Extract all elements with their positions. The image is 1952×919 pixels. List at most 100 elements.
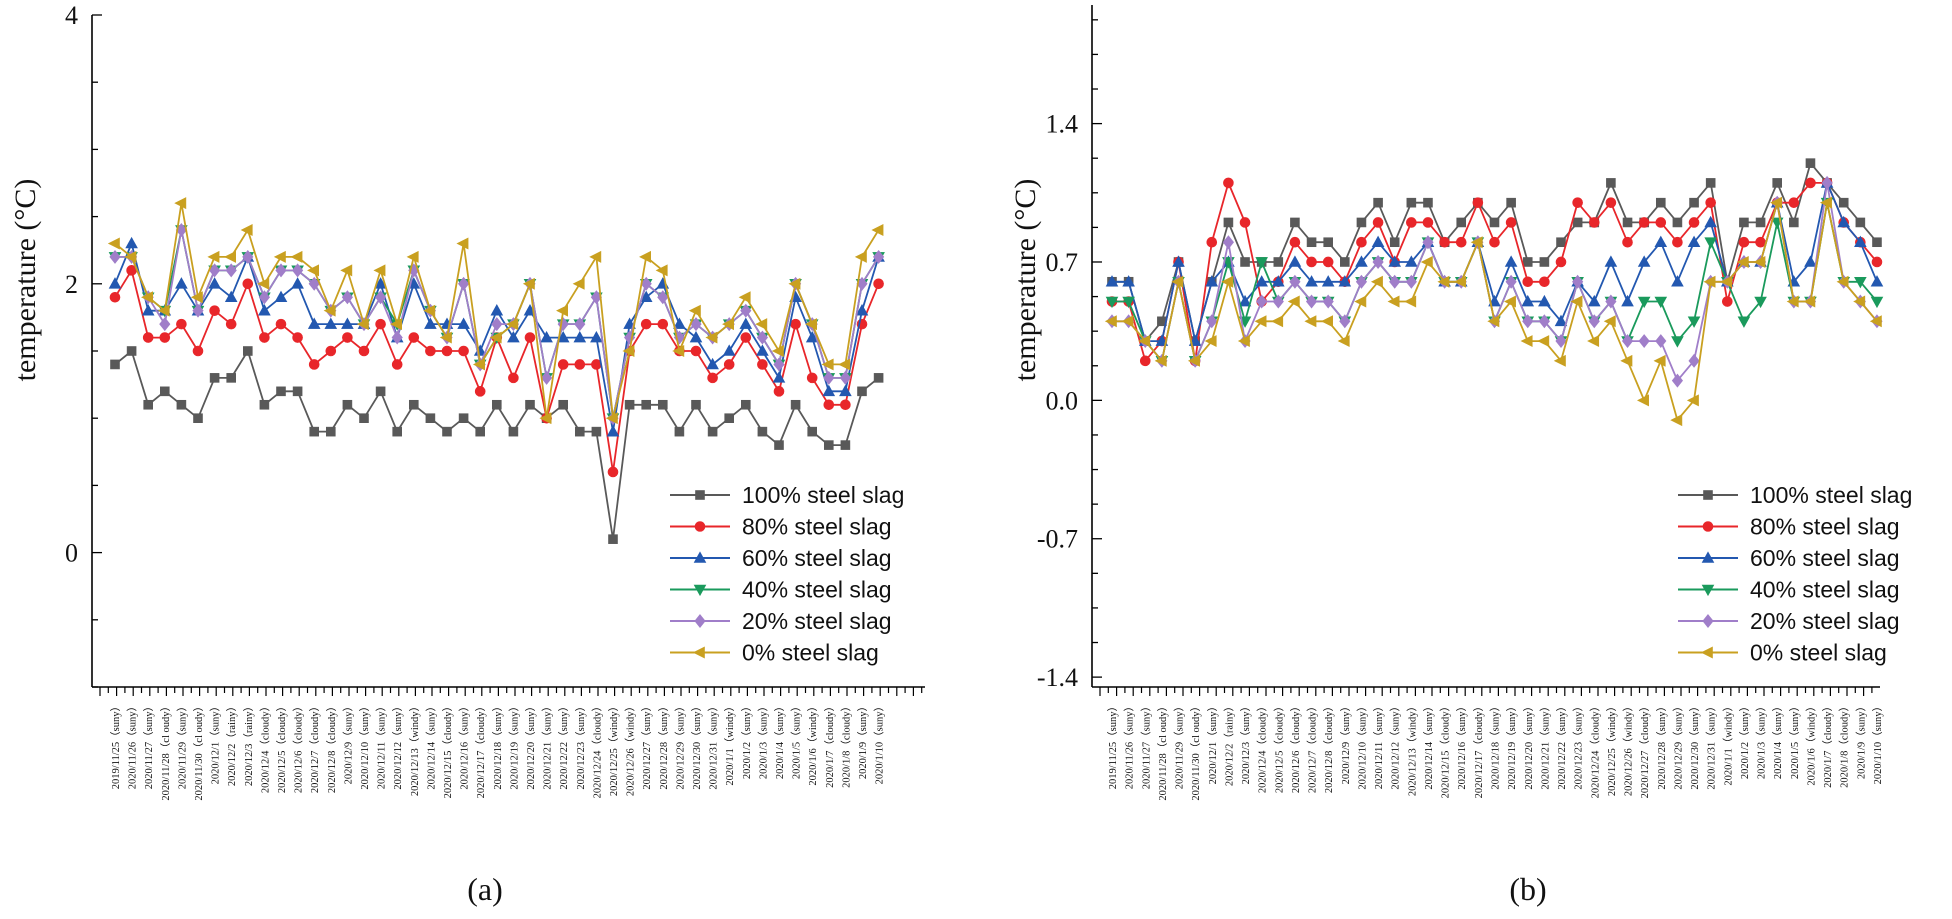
data-point — [1722, 296, 1733, 307]
legend-label: 0% steel slag — [742, 640, 879, 666]
data-point — [1637, 296, 1651, 309]
data-point — [226, 373, 236, 383]
x-tick-label: 2020/12/30（suny） — [1689, 701, 1701, 790]
data-point — [539, 412, 552, 425]
data-point — [1505, 217, 1517, 228]
x-tick-label: 2020/1/2（suny） — [741, 701, 753, 779]
data-point — [209, 305, 220, 316]
data-point — [1819, 196, 1832, 209]
data-point — [342, 399, 353, 410]
data-point — [572, 277, 585, 290]
data-point — [242, 249, 254, 264]
data-point — [1505, 274, 1517, 289]
data-point — [1487, 315, 1500, 328]
data-point — [1340, 257, 1350, 267]
x-tick-label: 2020/1/5（suny） — [791, 701, 803, 779]
y-axis-title: temperature (°C) — [1009, 179, 1042, 382]
x-tick-label: 2020/12/6（cloudy） — [293, 701, 305, 793]
data-point — [1506, 197, 1516, 208]
x-tick-label: 2020/12/15（cloudy） — [1440, 701, 1452, 798]
data-point — [1322, 294, 1334, 309]
x-tick-label: 2020/12/8（cloudy） — [326, 701, 338, 793]
data-point — [1872, 237, 1882, 248]
data-point — [375, 290, 387, 305]
data-point — [657, 399, 668, 410]
data-point — [873, 249, 885, 264]
data-point — [1688, 353, 1700, 368]
data-point — [723, 359, 735, 370]
legend-label: 100% steel slag — [742, 482, 904, 508]
data-point — [1672, 217, 1683, 228]
x-tick-label: 2020/12/4（cloudy） — [1257, 701, 1269, 793]
data-point — [1522, 257, 1533, 267]
legend-marker — [1700, 646, 1713, 659]
legend-marker — [1701, 551, 1715, 563]
data-point — [1654, 296, 1668, 309]
data-point — [688, 304, 701, 317]
data-point — [1538, 314, 1550, 329]
data-point — [342, 332, 353, 343]
data-point — [641, 399, 652, 410]
y-tick-label: -1.4 — [1037, 663, 1078, 692]
data-point — [1323, 237, 1333, 248]
legend-label: 0% steel slag — [1750, 640, 1887, 666]
data-point — [1670, 414, 1683, 427]
data-point — [607, 466, 619, 478]
data-point — [1738, 236, 1750, 248]
data-point — [1720, 275, 1733, 288]
data-point — [540, 330, 553, 343]
data-point — [391, 359, 403, 370]
legend-marker — [694, 614, 706, 628]
data-point — [192, 345, 204, 357]
data-point — [406, 250, 419, 263]
data-point — [574, 359, 586, 370]
series-100-steel-slag — [110, 346, 884, 544]
x-tick-label: 2020/1/9（suny） — [1855, 701, 1867, 779]
data-point — [1354, 295, 1367, 308]
y-tick-label: 1.4 — [1046, 110, 1079, 139]
x-tick-label: 2020/12/9（suny） — [342, 701, 354, 784]
data-point — [1288, 255, 1302, 267]
legend: 100% steel slag 80% steel slag 60% steel s… — [1678, 482, 1912, 666]
data-point — [873, 278, 884, 290]
data-point — [1686, 394, 1699, 407]
data-point — [1388, 255, 1402, 267]
data-point — [491, 317, 503, 332]
data-point — [209, 263, 221, 278]
x-tick-label: 2019/11/25（suny） — [110, 701, 122, 789]
x-tick-label: 2020/12/24（cloudy） — [1589, 701, 1601, 798]
data-point — [1455, 236, 1467, 248]
x-tick-label: 2020/12/21（suny） — [542, 701, 554, 790]
data-point — [1555, 256, 1567, 268]
data-point — [291, 277, 304, 289]
data-point — [1555, 334, 1567, 349]
x-tick-label: 2020/12/3（rainy） — [243, 701, 255, 786]
data-point — [690, 345, 702, 357]
data-point — [838, 358, 851, 371]
x-tick-label: 2020/1/4（suny） — [774, 701, 786, 779]
data-point — [822, 384, 836, 397]
data-point — [1389, 237, 1400, 248]
data-point — [1205, 275, 1219, 287]
data-point — [1271, 315, 1284, 328]
data-point — [1306, 256, 1317, 268]
data-point — [1705, 197, 1716, 208]
x-tick-label: 2020/12/19（suny） — [1506, 701, 1518, 790]
x-tick-label: 2020/12/13（windy） — [409, 701, 421, 796]
data-point — [141, 291, 153, 304]
legend: 100% steel slag 80% steel slag 60% steel s… — [670, 482, 904, 666]
data-point — [307, 317, 321, 329]
data-point — [1853, 295, 1866, 308]
data-point — [674, 426, 685, 437]
data-point — [143, 399, 153, 410]
data-point — [639, 290, 653, 303]
x-tick-label: 2020/12/23（suny） — [575, 701, 587, 790]
data-point — [508, 426, 519, 437]
data-point — [1272, 294, 1284, 309]
x-tick-label: 2020/12/29（suny） — [674, 701, 686, 790]
data-point — [1605, 294, 1617, 309]
data-point — [740, 399, 751, 410]
data-point — [1786, 295, 1799, 308]
data-point — [207, 250, 220, 263]
data-point — [1122, 275, 1135, 287]
